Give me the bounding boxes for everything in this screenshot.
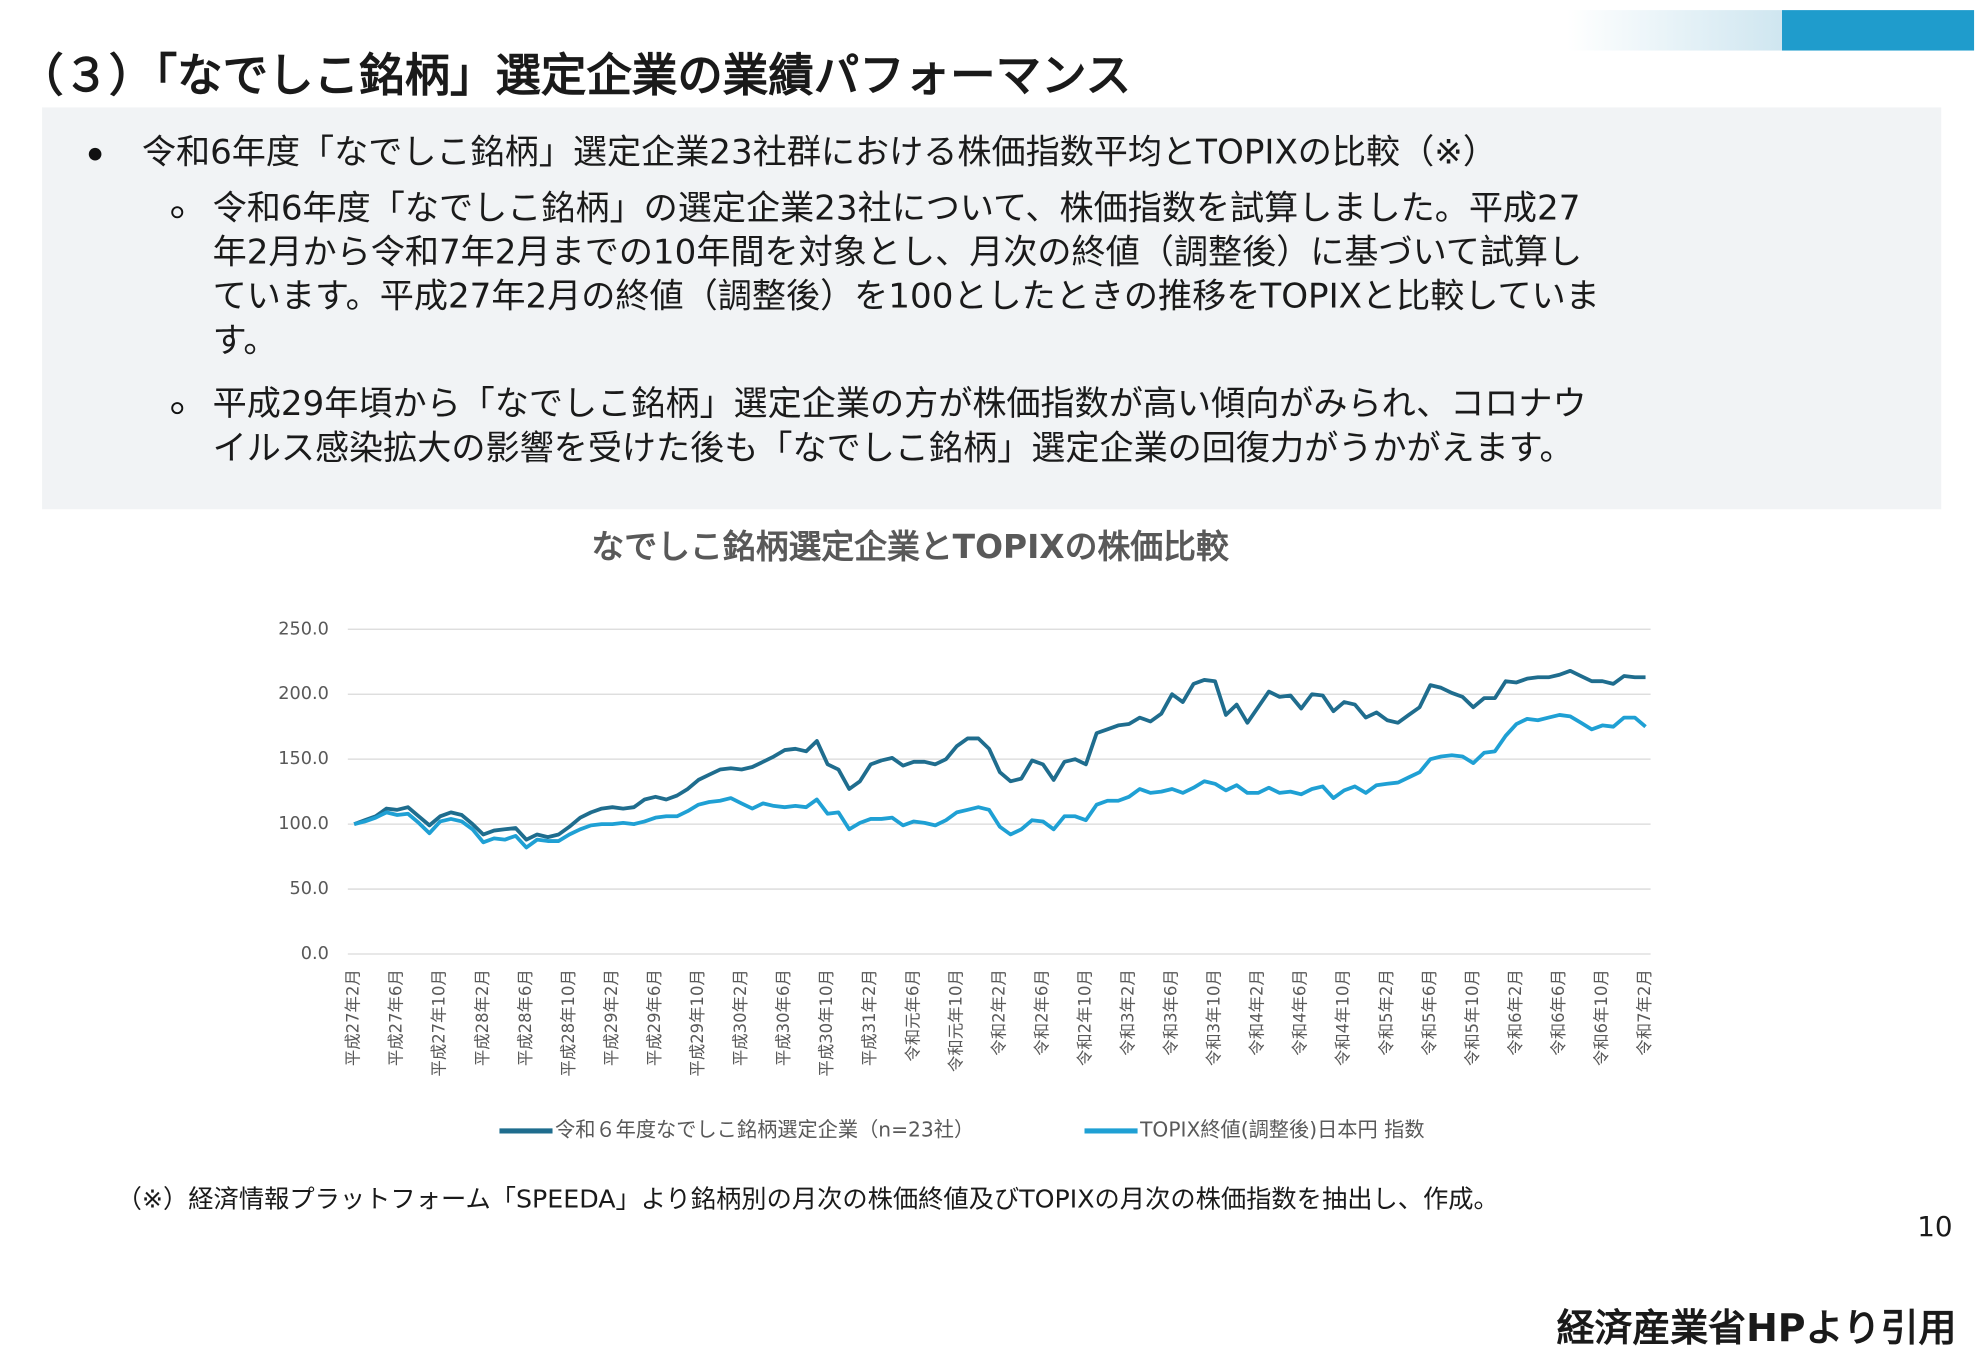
x-tick-label: 令和3年6月 [1162,969,1181,1056]
header-decor [1782,10,1975,51]
chart: 0.0 50.0 100.0 150.0 200.0 250.0 平成27年2月 平成27年6… [278,619,1654,1141]
chart-title: なでしこ銘柄選定企業とTOPIXの株価比較 [591,528,1229,566]
x-tick-label: 平成31年2月 [860,969,879,1066]
x-tick-label: 令和3年2月 [1118,969,1137,1056]
x-tick-label: 平成29年10月 [688,969,707,1076]
y-tick-label: 150.0 [278,749,329,769]
y-tick-label: 0.0 [301,944,329,964]
legend-label: 令和６年度なでしこ銘柄選定企業（n=23社） [555,1117,974,1141]
x-tick-label: 平成27年6月 [387,969,406,1066]
x-tick-label: 平成29年2月 [602,969,621,1066]
x-tick-label: 平成27年10月 [430,969,449,1076]
x-tick-label: 令和2年6月 [1032,969,1051,1056]
x-tick-label: 令和7年2月 [1635,969,1654,1056]
sub-bullet-line: ています。平成27年2月の終値（調整後）を100としたときの推移をTOPIXと比… [213,277,1600,317]
page-number: 10 [1917,1210,1952,1243]
y-tick-label: 50.0 [289,879,328,899]
y-tick-label: 100.0 [278,814,329,834]
data-line [353,668,1646,842]
x-tick-label: 平成27年2月 [344,969,363,1066]
x-tick-label: 令和6年2月 [1506,969,1525,1056]
slide-title: （３）「なでしこ銘柄」選定企業の業績パフォーマンス [18,49,1131,102]
x-tick-label: 平成30年2月 [731,969,750,1066]
bullet-dot [88,147,102,161]
x-tick-label: 平成30年10月 [817,969,836,1076]
x-tick-label: 令和4年6月 [1291,969,1310,1056]
x-tick-label: 令和3年10月 [1205,969,1224,1066]
x-tick-label: 令和2年10月 [1075,969,1094,1066]
header-decor [1567,10,1783,51]
sub-bullet-line: 令和6年度「なでしこ銘柄」の選定企業23社について、株価指数を試算しました。平成… [213,188,1581,228]
sub-bullet-line: イルス感染拡大の影響を受けた後も「なでしこ銘柄」選定企業の回復力がうかがえます。 [213,428,1574,468]
source-note: 経済産業省HPより引用 [1557,1306,1957,1350]
x-tick-label: 平成30年6月 [774,969,793,1066]
x-tick-label: 令和5年2月 [1377,969,1396,1056]
sub-bullet-line: す。 [213,321,278,361]
x-tick-label: 令和6年10月 [1592,969,1611,1066]
legend-label: TOPIX終値(調整後)日本円 指数 [1139,1117,1424,1141]
sub-bullets: 令和6年度「なでしこ銘柄」の選定企業23社について、株価指数を試算しました。平成… [171,188,1600,468]
text-box [42,107,1942,510]
x-tick-label: 令和6年6月 [1549,969,1568,1056]
data-line [353,713,1647,850]
x-tick-label: 平成28年10月 [559,969,578,1076]
x-tick-label: 令和5年6月 [1420,969,1439,1056]
sub-bullet-line: 平成29年頃から「なでしこ銘柄」選定企業の方が株価指数が高い傾向がみられ、コロナ… [213,384,1587,424]
y-tick-label: 200.0 [278,684,329,704]
bullet-text: 令和6年度「なでしこ銘柄」選定企業23社群における株価指数平均とTOPIXの比較… [142,133,1497,173]
x-tick-label: 令和2年2月 [989,969,1008,1056]
sub-bullet-line: 年2月から令和7年2月までの10年間を対象とし、月次の終値（調整後）に基づいて試… [213,232,1583,272]
x-tick-label: 令和元年6月 [903,969,922,1061]
x-tick-label: 令和4年10月 [1334,969,1353,1066]
footnote: （※）経済情報プラットフォーム「SPEEDA」より銘柄別の月次の株価終値及びTO… [117,1184,1499,1213]
x-tick-label: 令和5年10月 [1463,969,1482,1066]
sub-bullet-dot [171,402,184,415]
y-tick-label: 250.0 [278,619,329,639]
sub-bullet-dot [171,206,184,219]
x-tick-label: 平成28年2月 [473,969,492,1066]
x-tick-label: 令和元年10月 [946,969,965,1072]
x-tick-label: 令和4年2月 [1248,969,1267,1056]
x-tick-label: 平成28年6月 [516,969,535,1066]
x-tick-label: 平成29年6月 [645,969,664,1066]
